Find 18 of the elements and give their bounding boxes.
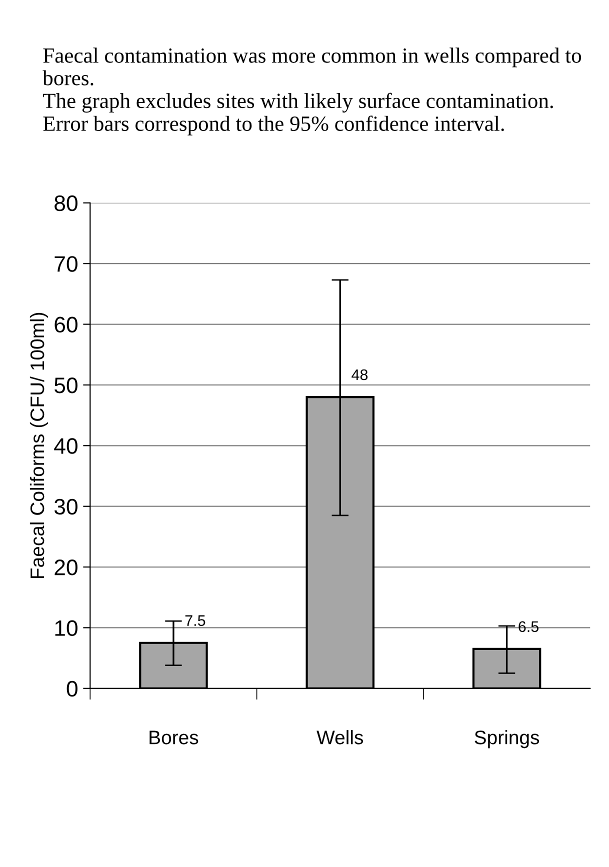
y-tick-label: 20 <box>54 560 78 576</box>
y-tick-label: 30 <box>54 498 78 515</box>
y-tick-label: 10 <box>55 620 78 636</box>
y-tick-label: 0 <box>66 680 78 697</box>
y-tick-label: 50 <box>54 377 78 394</box>
data-label: 7.5 <box>185 615 206 626</box>
x-tick-label: Bores <box>150 730 198 744</box>
y-tick-label: 40 <box>54 438 78 454</box>
x-tick-label: Springs <box>474 730 540 748</box>
y-tick-label: 70 <box>54 256 78 272</box>
chart-subtitle: Faecal contamination was more common in wells compared to bores. <box>42 48 582 86</box>
y-tick-label: 60 <box>54 316 78 333</box>
data-label: 48 <box>352 369 368 380</box>
text: The graph excludes sites with likely surface contamination. Error bars correspond to the 95% confidence interval. <box>43 92 553 136</box>
data-label: 6.5 <box>518 621 538 632</box>
x-tick-label: Wells <box>316 730 364 744</box>
y-tick-label: 80 <box>54 195 78 212</box>
y-axis-title: Faecal Coliforms (CFU/ 100ml) <box>30 312 48 578</box>
